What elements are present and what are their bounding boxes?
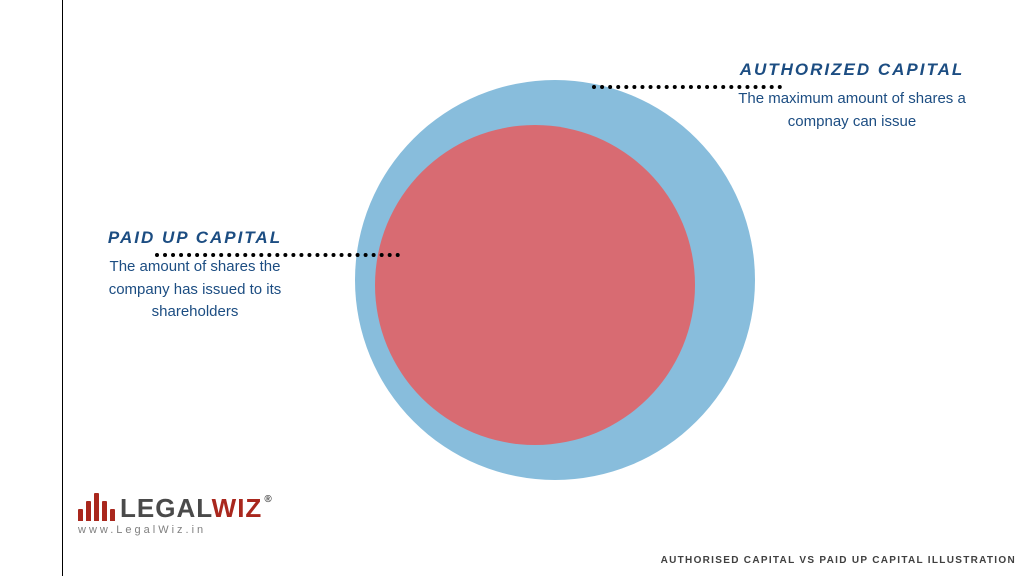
logo-text: LEGALWIZ® xyxy=(120,495,273,521)
registered-icon: ® xyxy=(264,494,272,505)
brand-logo: LEGALWIZ® www.LegalWiz.in xyxy=(78,493,273,536)
logo-bar xyxy=(86,501,91,521)
authorized-title: AUTHORIZED CAPITAL xyxy=(722,60,982,80)
logo-bar xyxy=(102,501,107,521)
vertical-divider xyxy=(62,0,63,576)
paidup-title: PAID UP CAPITAL xyxy=(80,228,310,248)
logo-bar xyxy=(94,493,99,521)
authorized-label: AUTHORIZED CAPITAL The maximum amount of… xyxy=(722,60,982,133)
logo-bars-icon xyxy=(78,493,115,521)
footer-caption: AUTHORISED CAPITAL VS PAID UP CAPITAL IL… xyxy=(661,555,1016,566)
authorized-desc: The maximum amount of shares a compnay c… xyxy=(722,88,982,133)
logo-wiz: WIZ xyxy=(212,493,263,523)
paidup-capital-circle xyxy=(375,125,695,445)
logo-bar xyxy=(78,509,83,521)
logo-bar xyxy=(110,509,115,521)
paidup-desc: The amount of shares the company has iss… xyxy=(80,256,310,324)
logo-url: www.LegalWiz.in xyxy=(78,524,273,536)
logo-legal: LEGAL xyxy=(120,493,212,523)
paidup-label: PAID UP CAPITAL The amount of shares the… xyxy=(80,228,310,324)
